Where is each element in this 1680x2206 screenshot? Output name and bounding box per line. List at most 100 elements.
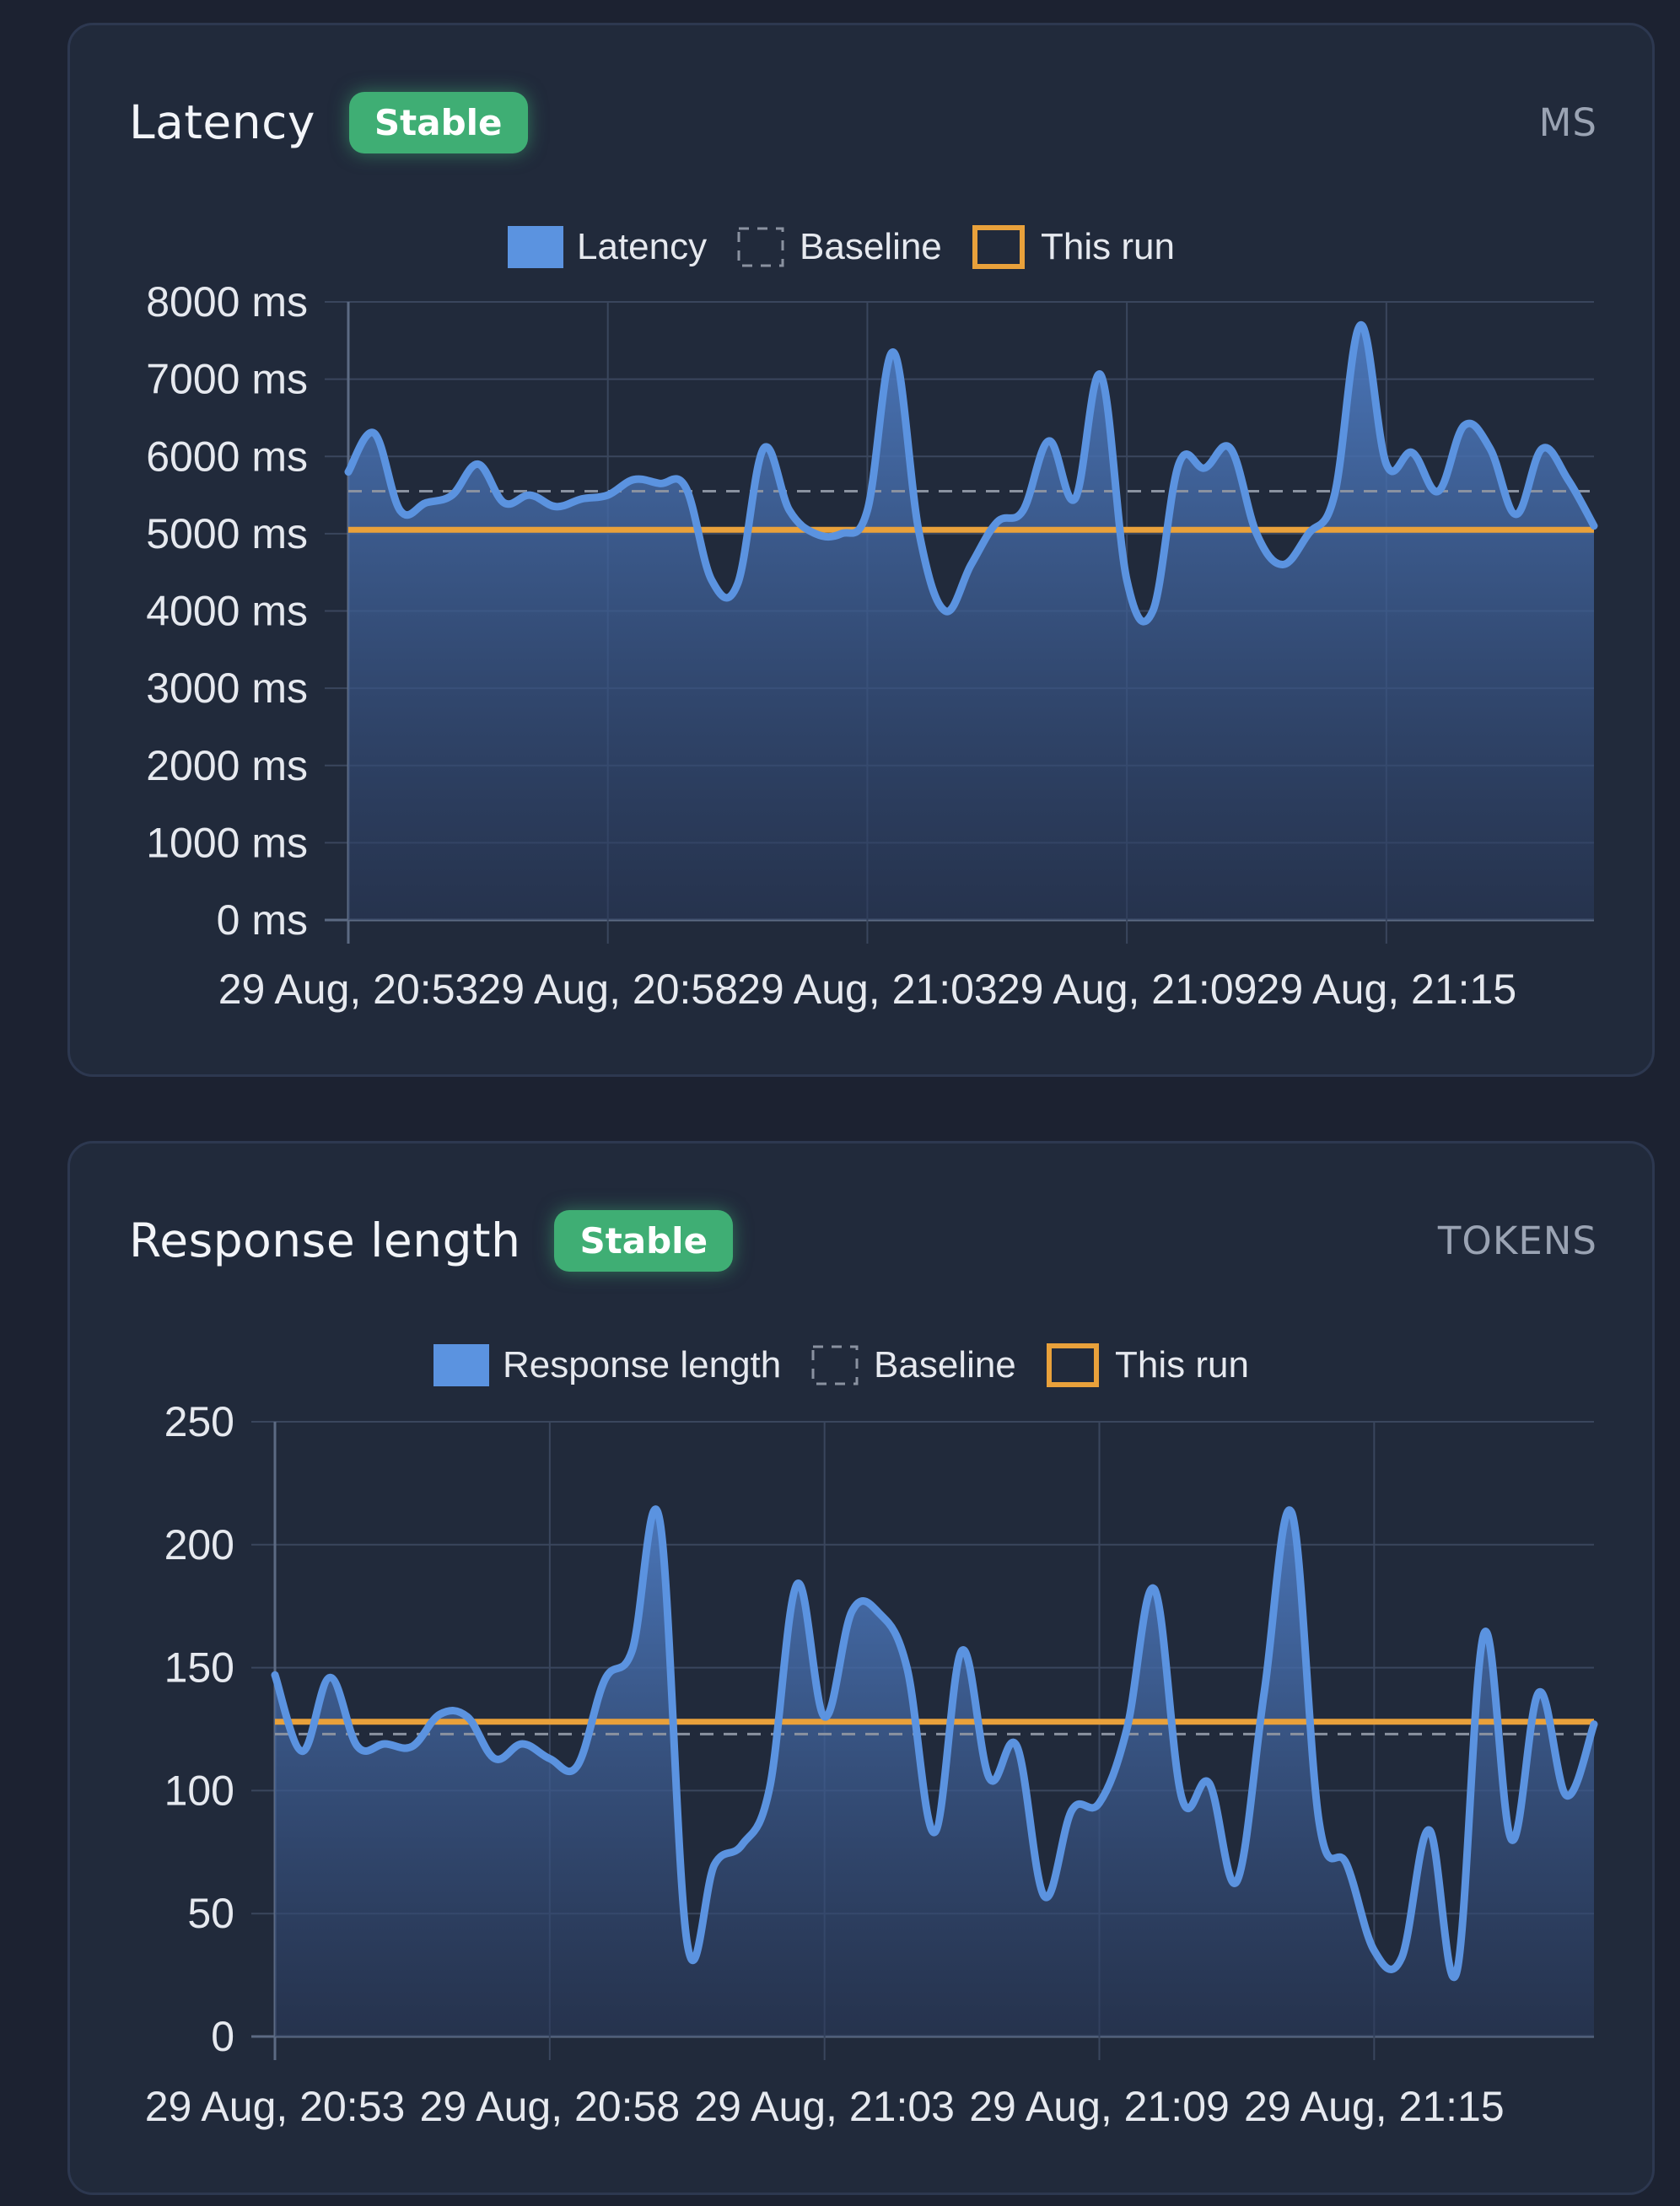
data-point [520,1741,525,1746]
series-line [271,1505,1598,1981]
y-tick-label: 100 [164,1767,234,1814]
data-point [960,1648,965,1653]
data-point [1454,1970,1459,1975]
data-point [1234,1879,1239,1884]
unit-label: MS [1538,100,1597,145]
data-point [1262,1690,1267,1695]
data-point [1150,609,1155,614]
data-point [1047,439,1052,444]
data-point [1435,488,1440,493]
data-point [917,531,922,536]
legend-label: This run [1041,226,1175,267]
y-tick-label: 0 [211,2013,234,2060]
data-point [877,1611,882,1616]
data-point [932,1830,937,1835]
legend-swatch-baseline [811,1345,859,1385]
data-point [787,508,792,513]
data-point [904,1665,909,1671]
y-tick-label: 4000 ms [146,588,308,635]
data-point [864,508,870,513]
data-point [1565,477,1570,482]
data-point [1384,461,1389,466]
y-tick-label: 200 [164,1521,234,1568]
data-point [1098,373,1103,378]
data-point [346,470,351,475]
y-tick-label: 3000 ms [146,664,308,712]
data-point [547,1756,552,1761]
data-point [994,519,999,525]
data-point [1371,1948,1376,1953]
data-point [553,504,558,509]
data-point [683,485,688,490]
data-point [1399,1956,1404,1961]
data-point [1124,1727,1129,1732]
data-point [355,1744,360,1749]
data-point [450,492,455,498]
data-point [1591,524,1597,529]
status-badge: Stable [554,1209,734,1272]
data-point [849,1609,854,1614]
data-point [630,1648,635,1653]
legend-label: This run [1115,1344,1249,1385]
data-point [423,500,428,505]
data-point [685,1940,690,1945]
data-point [1488,446,1493,451]
y-tick-label: 2000 ms [146,742,308,789]
y-tick-label: 1000 ms [146,819,308,866]
data-point [657,481,662,486]
x-tick-label: 29 Aug, 21:09 [997,966,1257,1013]
data-point [839,531,844,536]
data-point [1482,1631,1487,1636]
legend-label: Baseline [800,226,942,267]
data-point [1015,1744,1020,1749]
data-point [1254,531,1259,536]
data-point [1152,1586,1157,1591]
legend-swatch-series [433,1344,489,1386]
data-point [1042,1894,1047,1899]
y-tick-label: 150 [164,1644,234,1692]
data-point [1207,1781,1212,1786]
legend-swatch-this-run [972,225,1025,269]
legend-label: Baseline [874,1344,1016,1385]
data-point [1539,446,1544,451]
data-point [969,562,974,568]
data-point [300,1749,305,1754]
legend-swatch-series [508,226,563,268]
series-area [348,325,1594,920]
data-point [272,1672,277,1677]
data-point [382,1741,387,1746]
data-point [527,492,532,498]
x-tick-label: 29 Aug, 21:15 [1244,2083,1505,2130]
data-point [1097,1800,1102,1805]
data-point [579,497,584,502]
data-point [631,477,636,482]
x-tick-label: 29 Aug, 21:03 [694,2083,955,2130]
x-tick-label: 29 Aug, 21:03 [737,966,998,1013]
y-tick-label: 0 ms [217,896,308,944]
x-tick-label: 29 Aug, 21:15 [1257,966,1517,1013]
x-tick-label: 29 Aug, 20:53 [145,2083,406,2130]
data-point [1537,1690,1542,1695]
y-tick-label: 50 [187,1890,234,1937]
x-tick-label: 29 Aug, 21:09 [969,2083,1230,2130]
legend-label: Latency [577,226,707,267]
data-point [327,1675,332,1680]
card-title: Response length [129,1213,521,1267]
data-point [1514,512,1519,517]
series-area [275,1509,1594,2037]
data-point [822,1714,827,1719]
data-point [1202,465,1207,471]
latency-card-header: Latency Stable MS [129,84,1597,160]
data-point [987,1776,992,1781]
data-point [465,1714,470,1719]
status-badge: Stable [348,91,528,153]
data-point [1177,461,1182,466]
data-point [767,1785,773,1790]
series-line [344,320,1598,626]
data-point [606,492,611,498]
data-point [1069,1808,1074,1813]
data-point [1427,1827,1432,1832]
data-point [1509,1837,1514,1843]
data-point [740,1843,745,1848]
